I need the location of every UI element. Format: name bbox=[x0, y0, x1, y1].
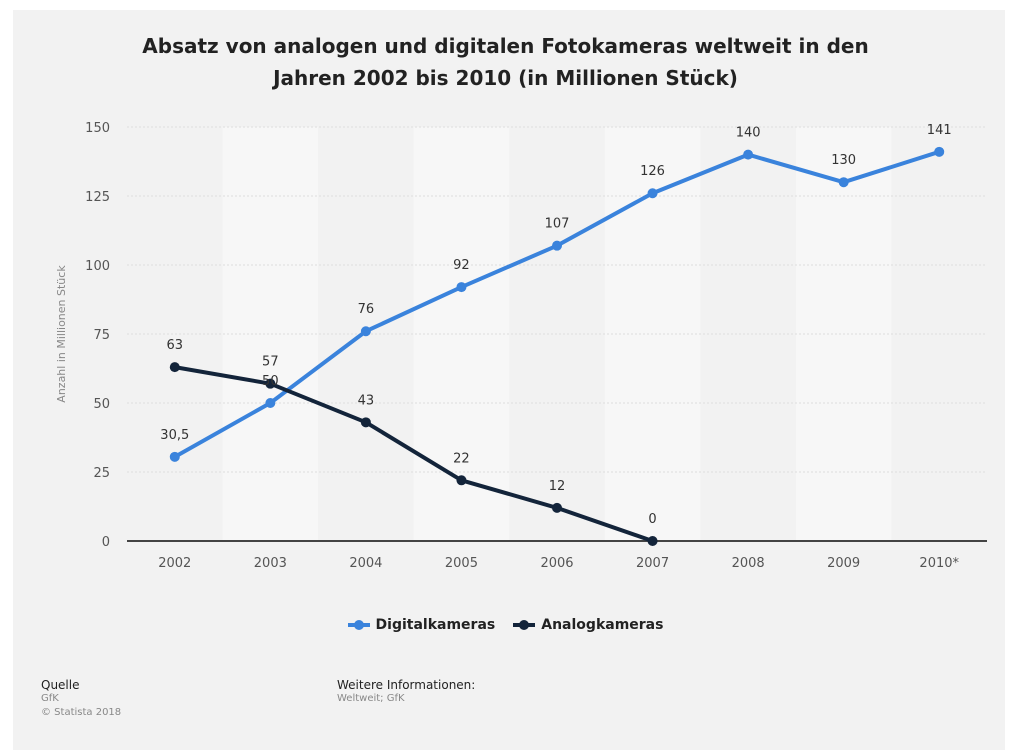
data-point-digitalkameras[interactable] bbox=[934, 146, 945, 157]
data-label-analogkameras: 0 bbox=[648, 512, 656, 527]
data-point-analogkameras[interactable] bbox=[360, 417, 371, 428]
data-label-digitalkameras: 30,5 bbox=[160, 428, 189, 443]
data-point-digitalkameras[interactable] bbox=[360, 326, 371, 337]
x-tick-label: 2003 bbox=[254, 556, 287, 571]
x-tick-label: 2007 bbox=[636, 556, 669, 571]
legend: Digitalkameras Analogkameras bbox=[0, 617, 1011, 633]
data-point-analogkameras[interactable] bbox=[169, 362, 180, 373]
info-text: Weltweit; GfK bbox=[337, 693, 405, 704]
info-heading: Weitere Informationen: bbox=[337, 678, 476, 692]
data-label-digitalkameras: 140 bbox=[736, 126, 761, 141]
source-heading: Quelle bbox=[41, 678, 80, 692]
x-tick-label: 2006 bbox=[540, 556, 573, 571]
legend-label-digital: Digitalkameras bbox=[375, 617, 496, 633]
data-point-analogkameras[interactable] bbox=[552, 502, 562, 513]
data-point-digitalkameras[interactable] bbox=[169, 451, 180, 462]
data-label-digitalkameras: 107 bbox=[545, 217, 570, 232]
data-label-digitalkameras: 76 bbox=[358, 302, 375, 317]
y-tick-label: 100 bbox=[85, 259, 110, 274]
y-tick-label: 75 bbox=[93, 328, 110, 343]
band-1 bbox=[222, 127, 319, 541]
legend-marker-digital bbox=[347, 619, 370, 631]
data-point-digitalkameras[interactable] bbox=[265, 398, 276, 408]
legend-label-analog: Analogkameras bbox=[541, 617, 664, 633]
data-label-analogkameras: 43 bbox=[358, 393, 375, 408]
data-label-analogkameras: 12 bbox=[549, 479, 566, 494]
data-label-digitalkameras: 126 bbox=[640, 164, 665, 179]
source-name: GfK bbox=[41, 693, 59, 704]
copyright: © Statista 2018 bbox=[41, 707, 122, 718]
data-point-analogkameras[interactable] bbox=[265, 378, 276, 389]
y-axis-ticks: 0 25 50 75 100 125 150 bbox=[85, 121, 110, 550]
x-tick-label: 2004 bbox=[349, 556, 382, 571]
legend-marker-analog bbox=[513, 619, 536, 631]
chart-title-line-2: Jahren 2002 bis 2010 (in Millionen Stück… bbox=[273, 66, 738, 90]
data-point-digitalkameras[interactable] bbox=[743, 149, 754, 160]
data-label-digitalkameras: 130 bbox=[831, 153, 856, 168]
data-label-analogkameras: 22 bbox=[453, 451, 470, 466]
chart-title: Absatz von analogen und digitalen Fotoka… bbox=[0, 30, 1011, 94]
series-line-analogkameras bbox=[174, 365, 654, 543]
y-axis-title: Anzahl in Millionen Stück bbox=[55, 265, 68, 403]
x-tick-label: 2002 bbox=[158, 556, 191, 571]
y-tick-label: 0 bbox=[102, 535, 110, 550]
data-label-digitalkameras: 50 bbox=[262, 374, 279, 389]
y-tick-label: 50 bbox=[93, 397, 110, 412]
data-label-digitalkameras: 92 bbox=[453, 258, 470, 273]
data-point-digitalkameras[interactable] bbox=[552, 240, 562, 251]
x-tick-label: 2008 bbox=[732, 556, 765, 571]
x-tick-label: 2005 bbox=[445, 556, 478, 571]
data-point-analogkameras[interactable] bbox=[647, 536, 658, 546]
data-point-analogkameras[interactable] bbox=[456, 475, 467, 486]
y-tick-label: 150 bbox=[85, 121, 110, 136]
series-group bbox=[169, 146, 945, 546]
chart-title-line-1: Absatz von analogen und digitalen Fotoka… bbox=[142, 34, 869, 58]
y-tick-label: 25 bbox=[93, 466, 110, 481]
data-point-digitalkameras[interactable] bbox=[647, 188, 658, 199]
source-block: Quelle GfK © Statista 2018 bbox=[41, 678, 121, 720]
y-tick-label: 125 bbox=[85, 190, 110, 205]
x-tick-label: 2009 bbox=[827, 556, 860, 571]
band-3 bbox=[413, 127, 510, 541]
x-axis-ticks: 2002 2003 2004 2005 2006 2007 2008 2009 2010* bbox=[158, 556, 959, 571]
legend-item-digital[interactable]: Digitalkameras bbox=[347, 617, 496, 633]
data-labels: 30,5 50 76 92 107 126 140 130 141 63 57 43 22 12 0 bbox=[160, 123, 951, 527]
legend-item-analog[interactable]: Analogkameras bbox=[513, 617, 663, 633]
x-tick-label: 2010* bbox=[919, 556, 959, 571]
data-label-analogkameras: 63 bbox=[167, 338, 184, 353]
data-point-digitalkameras[interactable] bbox=[838, 177, 849, 188]
info-block: Weitere Informationen: Weltweit; GfK bbox=[337, 678, 475, 706]
data-label-analogkameras: 57 bbox=[262, 355, 279, 370]
data-label-digitalkameras: 141 bbox=[927, 123, 952, 138]
grid-lines bbox=[127, 126, 987, 473]
data-point-digitalkameras[interactable] bbox=[456, 282, 467, 293]
